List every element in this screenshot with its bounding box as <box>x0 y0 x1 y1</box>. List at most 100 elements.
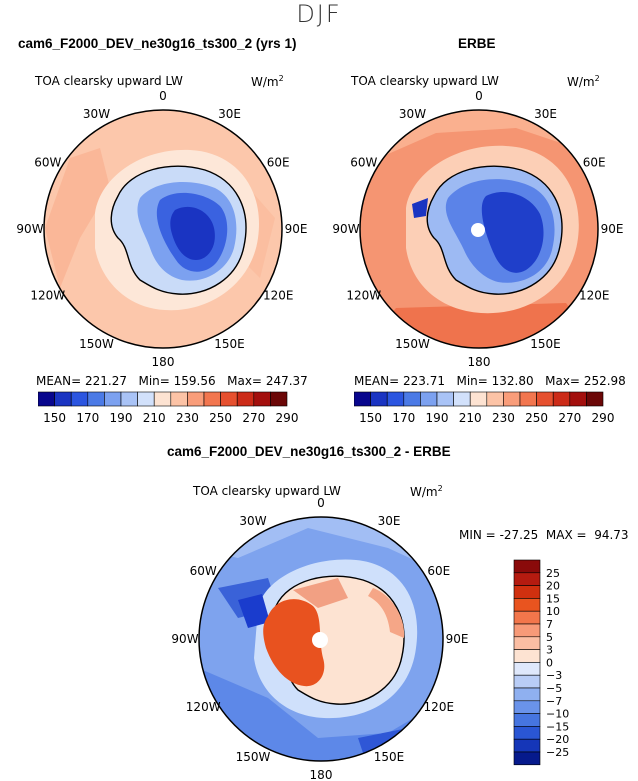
colorbar-swatch <box>187 391 205 407</box>
panel2-title: ERBE <box>458 36 496 51</box>
colorbar-swatch <box>569 391 587 407</box>
colorbar-swatch <box>513 598 541 612</box>
colorbar-tick-label: 290 <box>276 411 298 425</box>
lon-label: 30W <box>83 107 110 121</box>
lon-label: 120W <box>186 700 221 714</box>
colorbar-swatch <box>386 391 405 407</box>
lon-label: 150W <box>79 337 114 351</box>
colorbar-tick-label: 150 <box>43 411 66 425</box>
lon-label: 120E <box>263 289 294 303</box>
colorbar-tick-label: 150 <box>359 411 382 425</box>
lon-label: 60E <box>267 156 290 170</box>
lon-label: 150E <box>214 337 245 351</box>
lon-label: 90W <box>16 222 43 236</box>
colorbar-tick-label: 5 <box>546 631 553 644</box>
colorbar-tick-label: 190 <box>426 411 449 425</box>
panel2-stats: MEAN= 223.71 Min= 132.80 Max= 252.98 <box>354 374 626 388</box>
lon-label: 0 <box>317 498 325 510</box>
colorbar-swatch <box>87 391 105 407</box>
colorbar-swatch <box>513 726 541 740</box>
lon-label: 60W <box>350 156 377 170</box>
panel1-map-boundary <box>43 109 283 349</box>
lon-label: 120E <box>424 700 455 714</box>
colorbar-swatch <box>513 751 541 766</box>
colorbar-swatch <box>513 559 541 574</box>
lon-label: 120E <box>579 289 610 303</box>
colorbar-swatch <box>536 391 554 407</box>
colorbar-swatch <box>513 649 541 663</box>
colorbar-swatch <box>513 713 541 727</box>
lon-label: 60W <box>34 156 61 170</box>
colorbar-swatch <box>170 391 188 407</box>
panel1-units: W/m2 <box>251 74 284 89</box>
colorbar-tick-label: 170 <box>76 411 99 425</box>
colorbar-tick-label: −5 <box>546 682 562 695</box>
colorbar-swatch <box>54 391 72 407</box>
panel3-pole-hole <box>312 632 328 648</box>
colorbar-tick-label: 250 <box>525 411 548 425</box>
colorbar-tick-label: 170 <box>392 411 415 425</box>
colorbar-swatch <box>513 662 541 676</box>
colorbar-swatch <box>354 391 371 407</box>
colorbar-swatch <box>513 687 541 702</box>
panel1-title: cam6_F2000_DEV_ne30g16_ts300_2 (yrs 1) <box>18 36 297 51</box>
colorbar-swatch <box>469 391 488 407</box>
colorbar-tick-label: 230 <box>492 411 515 425</box>
lon-label: 60W <box>190 564 217 578</box>
lon-label: 90E <box>446 632 469 646</box>
panel2-lon-labels: 0 30E 60E 90E 120E 150E 180 150W 120W 90W 60W 30W <box>332 89 623 369</box>
panel3-map-boundary <box>198 516 444 762</box>
colorbar-tick-label: 290 <box>592 411 614 425</box>
lon-label: 0 <box>159 89 167 103</box>
colorbar-swatch <box>70 391 89 407</box>
colorbar-swatch <box>203 391 221 407</box>
colorbar-swatch <box>519 391 537 407</box>
lon-label: 90W <box>332 222 359 236</box>
lon-label: 30E <box>534 107 557 121</box>
colorbar-swatch <box>513 738 541 753</box>
panel3-lon-labels: 0 30E 60E 90E 120E 150E 180 150W 120W 90W 60W 30W <box>171 498 468 781</box>
colorbar-swatch <box>220 391 238 407</box>
colorbar-swatch <box>513 610 541 625</box>
lon-label: 150W <box>236 750 271 764</box>
colorbar-swatch <box>503 391 521 407</box>
colorbar-tick-label: 7 <box>546 618 553 631</box>
colorbar-swatch <box>120 391 138 407</box>
lon-label: 90W <box>171 632 198 646</box>
colorbar-tick-label: 210 <box>143 411 166 425</box>
colorbar-tick-label: −25 <box>546 746 569 759</box>
lon-label: 30E <box>378 514 401 528</box>
colorbar-swatch <box>236 391 255 407</box>
colorbar-tick-label: −15 <box>546 720 569 733</box>
lon-label: 180 <box>310 768 333 781</box>
colorbar-swatch <box>453 391 471 407</box>
colorbar-swatch <box>420 391 438 407</box>
lon-label: 30W <box>239 514 266 528</box>
colorbar-swatch <box>586 391 604 407</box>
colorbar-swatch <box>513 623 541 638</box>
colorbar-tick-label: 190 <box>110 411 133 425</box>
panel2-map-boundary <box>359 109 599 349</box>
colorbar-tick-label: 0 <box>546 656 553 669</box>
panel1-stats: MEAN= 221.27 Min= 159.56 Max= 247.37 <box>36 374 308 388</box>
colorbar-swatch <box>436 391 454 407</box>
lon-label: 0 <box>475 89 483 103</box>
colorbar-tick-label: 3 <box>546 644 553 657</box>
panel2-colorbar: 150 170 190 210 230 250 270 290 <box>354 391 614 425</box>
panel3-map: 0 30E 60E 90E 120E 150E 180 150W 120W 90W 60W 30W <box>171 498 468 781</box>
colorbar-tick-label: 270 <box>558 411 581 425</box>
lon-label: 90E <box>601 222 624 236</box>
colorbar-tick-label: 270 <box>242 411 265 425</box>
colorbar-tick-label: 25 <box>546 567 560 580</box>
colorbar-swatch <box>137 391 155 407</box>
colorbar-tick-label: −20 <box>546 733 569 746</box>
panel3-units: W/m2 <box>410 484 443 499</box>
lon-label: 150E <box>530 337 561 351</box>
colorbar-swatch <box>38 391 55 407</box>
lon-label: 30W <box>399 107 426 121</box>
colorbar-swatch <box>403 391 421 407</box>
panel1-map: 0 30E 60E 90E 120E 150E 180 150W 120W 90W 60W 30W <box>16 89 307 369</box>
season-title: DJF <box>296 0 342 28</box>
colorbar-tick-label: −10 <box>546 708 569 721</box>
lon-label: 60E <box>427 564 450 578</box>
